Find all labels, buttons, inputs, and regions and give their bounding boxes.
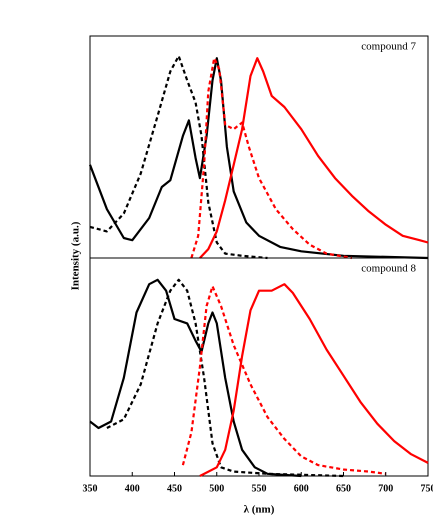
y-axis-label: Intensity (a.u.)	[70, 221, 82, 290]
x-tick-label: 600	[294, 483, 309, 494]
series-line	[89, 54, 268, 260]
annotation: compound 7	[361, 41, 416, 53]
x-tick-label: 700	[378, 483, 393, 494]
plot-frame	[89, 35, 429, 259]
x-tick-label: 650	[336, 483, 351, 494]
x-tick-label: 750	[421, 483, 433, 494]
annotation: compound 8	[361, 263, 416, 275]
x-tick-label: 400	[125, 483, 140, 494]
x-tick-label: 500	[209, 483, 224, 494]
series-line	[199, 57, 429, 259]
series-line	[181, 285, 386, 475]
x-tick-label: 350	[83, 483, 98, 494]
series-line	[89, 278, 302, 478]
series-line	[199, 283, 429, 477]
x-axis-label: λ (nm)	[244, 504, 275, 516]
x-tick-label: 450	[167, 483, 182, 494]
series-line	[190, 57, 353, 260]
x-tick-label: 550	[252, 483, 267, 494]
series-line	[88, 57, 429, 260]
